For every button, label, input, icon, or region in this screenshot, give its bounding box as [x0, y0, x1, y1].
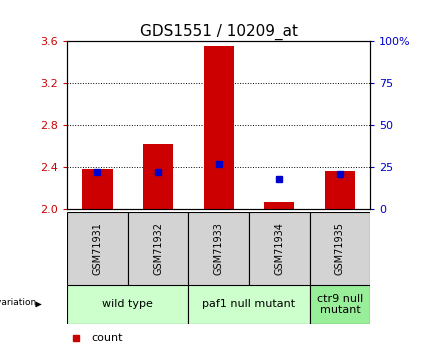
Text: genotype/variation: genotype/variation — [0, 298, 37, 307]
Bar — [188, 285, 310, 324]
Bar — [310, 212, 370, 285]
Text: count: count — [91, 333, 123, 343]
Bar — [82, 169, 113, 209]
Bar — [264, 203, 294, 209]
Text: GSM71931: GSM71931 — [92, 222, 103, 275]
Text: GSM71935: GSM71935 — [335, 222, 345, 275]
Text: GSM71932: GSM71932 — [153, 222, 163, 275]
Bar — [67, 285, 188, 324]
Text: GSM71934: GSM71934 — [274, 222, 284, 275]
Title: GDS1551 / 10209_at: GDS1551 / 10209_at — [140, 24, 297, 40]
Bar — [128, 212, 188, 285]
Bar — [249, 212, 310, 285]
Bar — [204, 46, 234, 209]
Bar — [143, 144, 173, 209]
Bar — [67, 212, 128, 285]
Text: GSM71933: GSM71933 — [213, 222, 224, 275]
Bar — [325, 171, 355, 209]
Text: wild type: wild type — [102, 299, 153, 309]
Bar — [310, 285, 370, 324]
Bar — [188, 212, 249, 285]
Text: ctr9 null
mutant: ctr9 null mutant — [317, 294, 363, 315]
Text: paf1 null mutant: paf1 null mutant — [202, 299, 296, 309]
